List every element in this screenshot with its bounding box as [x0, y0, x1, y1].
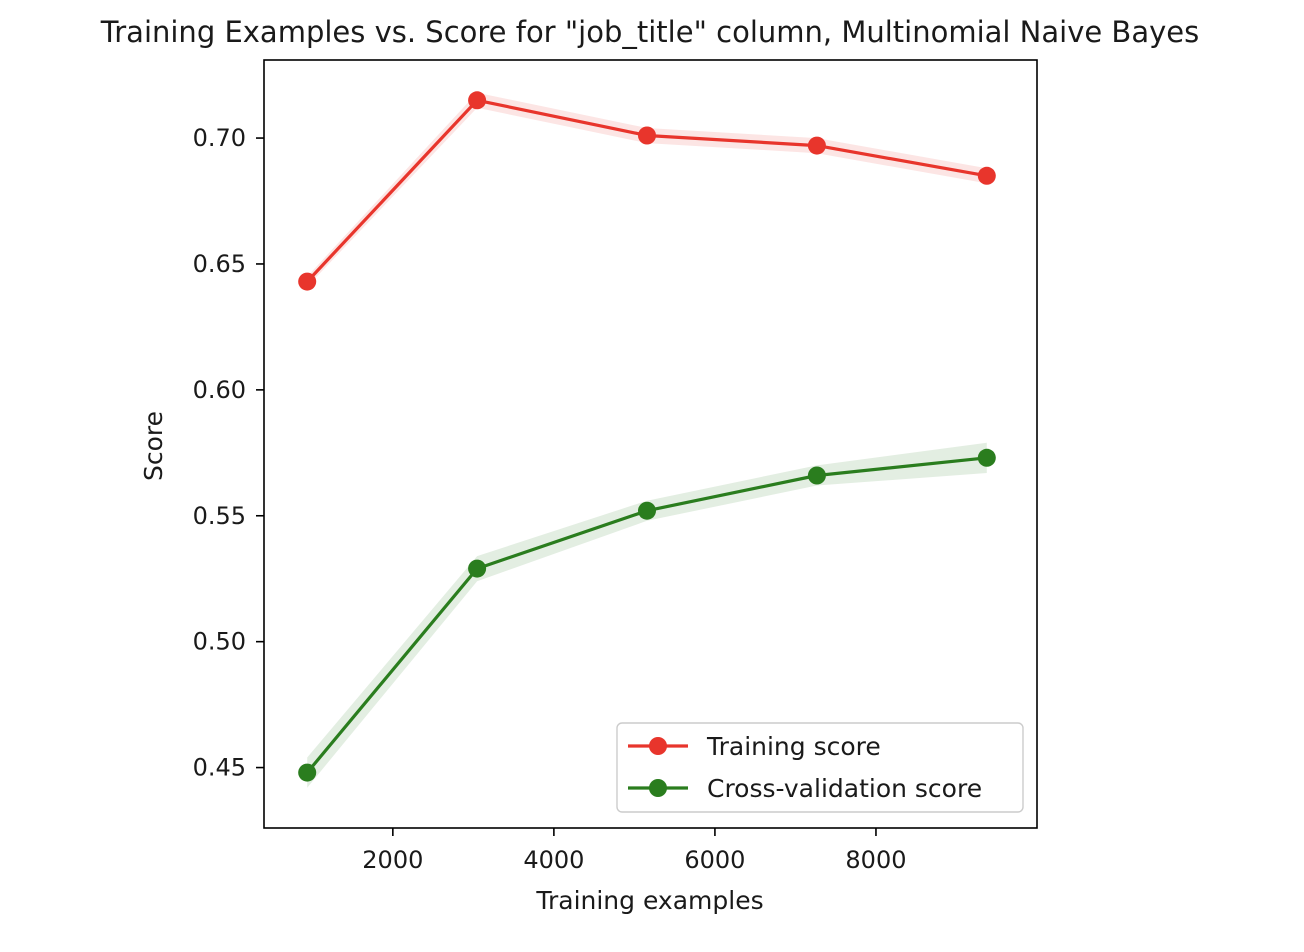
series-1-point-4 — [977, 448, 996, 467]
y-axis-ticks: 0.45 0.50 0.55 0.60 0.65 0.70 — [193, 124, 264, 782]
series-1-point-0 — [298, 763, 317, 782]
series-0-point-1 — [468, 91, 487, 110]
series-1-point-1 — [468, 559, 487, 578]
y-tick-label-1: 0.50 — [193, 628, 246, 656]
legend-box — [616, 722, 1024, 813]
x-tick-label-0: 2000 — [362, 846, 423, 874]
series-1-point-3 — [807, 466, 826, 485]
y-tick-label-4: 0.65 — [193, 250, 246, 278]
y-axis-label: Score — [139, 411, 168, 481]
series-0-point-4 — [977, 166, 996, 185]
series-1-point-2 — [638, 501, 656, 520]
x-tick-label-3: 8000 — [845, 846, 906, 874]
confidence-bands — [307, 92, 987, 788]
legend-marker-0 — [649, 737, 667, 755]
y-tick-label-2: 0.55 — [193, 502, 246, 530]
legend-marker-1 — [649, 779, 667, 797]
legend: Training score Cross-validation score — [616, 722, 1024, 813]
x-axis-label: Training examples — [535, 886, 763, 915]
legend-label-0: Training score — [706, 732, 881, 761]
x-tick-label-2: 6000 — [684, 846, 745, 874]
x-tick-label-1: 4000 — [523, 846, 584, 874]
x-axis-ticks: 2000 4000 6000 8000 — [362, 828, 906, 874]
series-markers — [298, 91, 996, 782]
series-0-point-0 — [298, 272, 317, 291]
plot-area-frame — [263, 59, 1038, 829]
series-0-point-2 — [638, 126, 656, 145]
series-0-confidence-band — [307, 92, 987, 287]
y-tick-label-0: 0.45 — [193, 754, 246, 782]
y-tick-label-3: 0.60 — [193, 376, 246, 404]
chart-title: Training Examples vs. Score for "job_tit… — [100, 15, 1199, 49]
series-lines — [305, 98, 988, 774]
series-0-point-3 — [807, 136, 826, 155]
y-tick-label-5: 0.70 — [193, 124, 246, 152]
legend-label-1: Cross-validation score — [707, 774, 982, 803]
